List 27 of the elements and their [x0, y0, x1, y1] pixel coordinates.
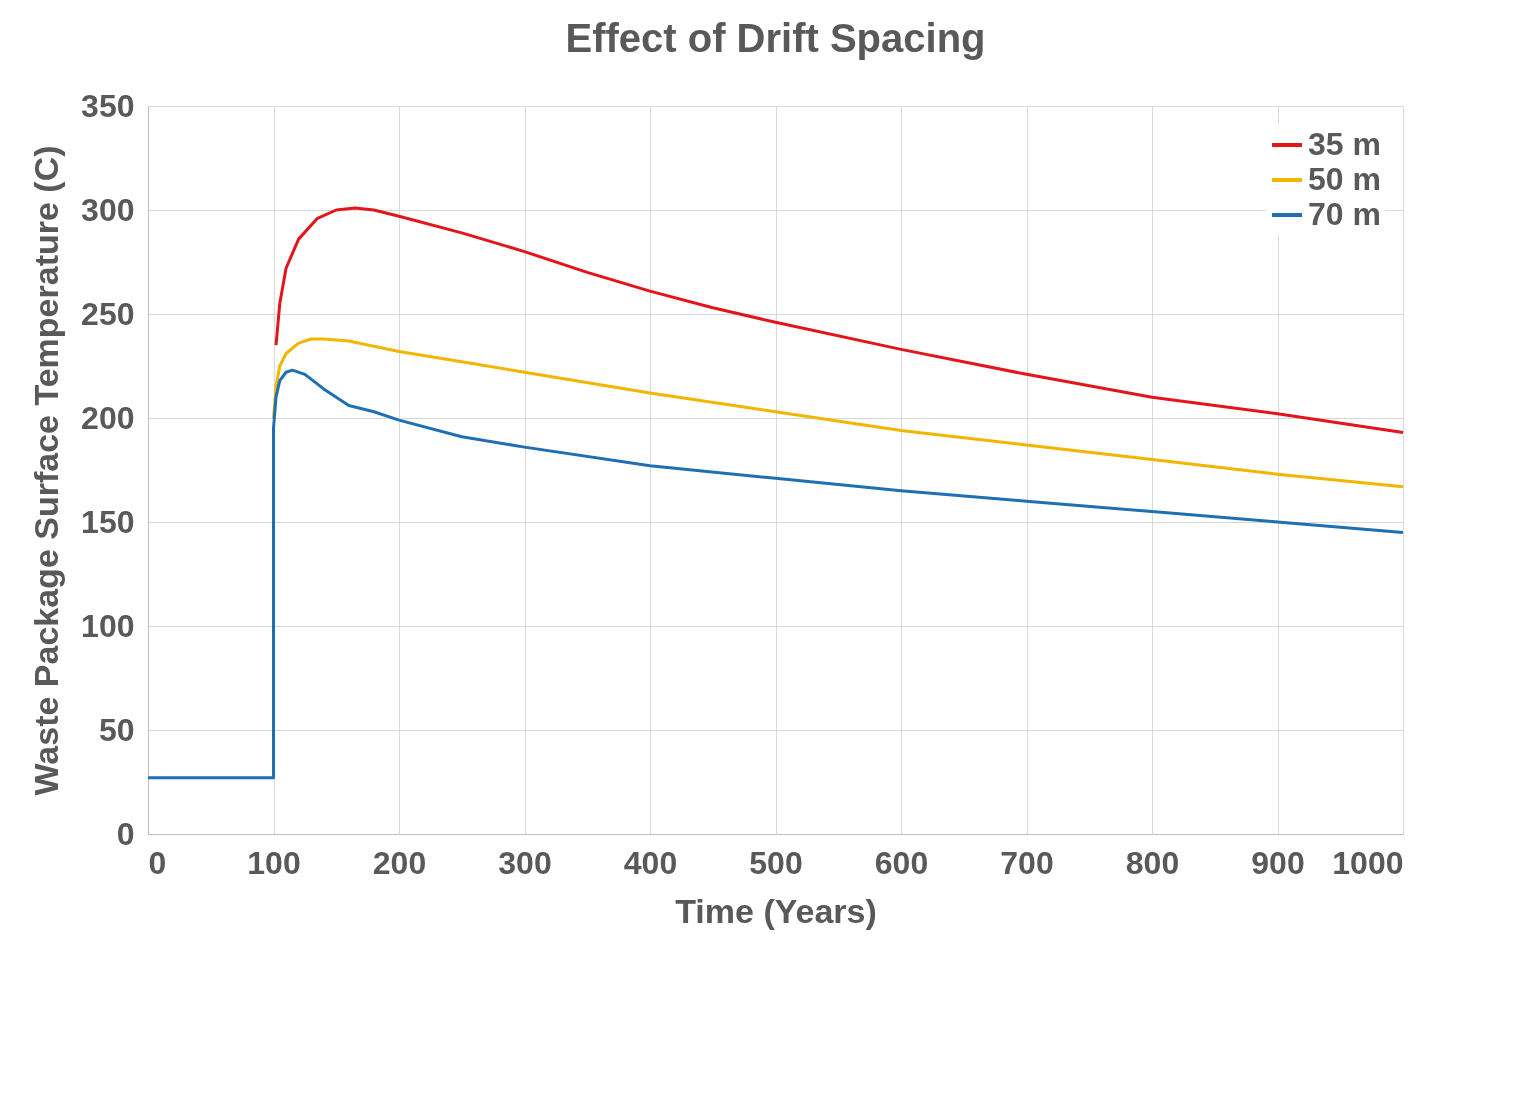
- x-tick-label: 0: [148, 844, 167, 881]
- x-tick-label: 800: [1125, 844, 1180, 881]
- legend-label: 35 m: [1308, 126, 1381, 162]
- line-series: [146, 368, 1405, 780]
- y-tick-label: 100: [81, 607, 135, 644]
- x-tick-label: 900: [1251, 844, 1305, 881]
- y-tick-label: 150: [81, 503, 135, 540]
- x-tick-label: 600: [874, 844, 929, 881]
- x-tick-label: 400: [623, 844, 678, 881]
- y-tick-label: 350: [81, 87, 135, 124]
- x-tick-label: 200: [372, 844, 427, 881]
- y-axis-title: Waste Package Surface Temperature (C): [27, 145, 66, 796]
- x-tick-label: 500: [749, 844, 803, 881]
- x-tick-label: 300: [498, 844, 552, 881]
- x-tick-label: 1000: [1332, 844, 1404, 881]
- y-tick-label: 300: [81, 191, 135, 228]
- y-tick-label: 50: [98, 711, 135, 748]
- x-tick-label: 700: [1000, 844, 1054, 881]
- y-tick-label: 200: [81, 399, 135, 436]
- legend-label: 50 m: [1308, 161, 1381, 197]
- x-tick-label: 100: [247, 844, 301, 881]
- line-series: [272, 337, 1405, 489]
- chart-title: Effect of Drift Spacing: [565, 16, 986, 60]
- legend-label: 70 m: [1308, 196, 1381, 232]
- y-tick-label: 0: [116, 815, 135, 852]
- y-tick-label: 250: [81, 295, 135, 332]
- x-axis-title: Time (Years): [675, 891, 877, 930]
